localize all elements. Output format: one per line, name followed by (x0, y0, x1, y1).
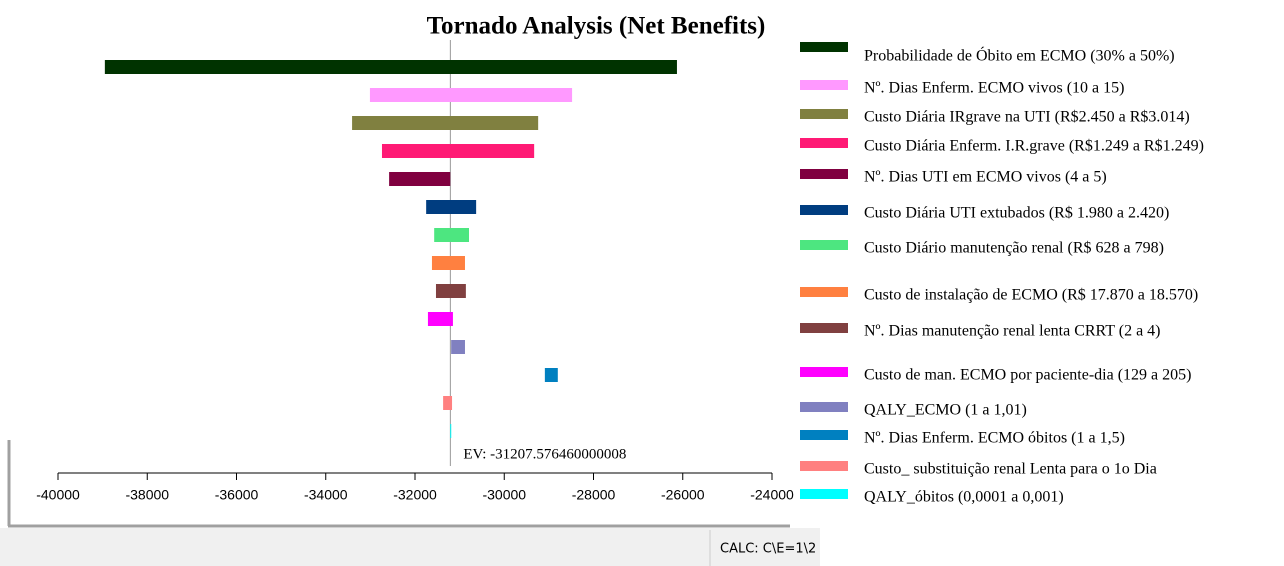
bar (450, 424, 452, 438)
legend-swatch (800, 205, 848, 215)
legend-label: Custo Diária IRgrave na UTI (R$2.450 a R… (864, 109, 1190, 126)
bar (431, 256, 465, 270)
legend-label: Custo Diária UTI extubados (R$ 1.980 a 2… (864, 205, 1169, 222)
x-tick-label: -30000 (482, 487, 526, 503)
bar (427, 312, 453, 326)
bar (426, 200, 477, 214)
bar (435, 284, 466, 298)
legend-swatch (800, 461, 848, 471)
bar (443, 396, 453, 410)
ev-label: EV: -31207.576460000008 (463, 446, 626, 462)
x-tick-label: -26000 (661, 487, 705, 503)
bar (352, 116, 539, 130)
legend-swatch (800, 240, 848, 250)
legend-label: Custo Diário manutenção renal (R$ 628 a … (864, 240, 1164, 257)
legend-swatch (800, 489, 848, 499)
legend-swatch (800, 138, 848, 148)
legend-swatch (800, 430, 848, 440)
legend-label: Custo Diária Enferm. I.R.grave (R$1.249 … (864, 138, 1204, 155)
legend-label: Nº. Dias UTI em ECMO vivos (4 a 5) (864, 169, 1107, 186)
legend-label: Probabilidade de Óbito em ECMO (30% a 50… (864, 46, 1175, 65)
legend-label: Nº. Dias Enferm. ECMO vivos (10 a 15) (864, 80, 1124, 97)
bar (104, 60, 677, 74)
legend-label: Custo de man. ECMO por paciente-dia (129… (864, 367, 1191, 384)
x-tick-label: -24000 (750, 487, 794, 503)
legend-swatch (800, 80, 848, 90)
legend-label: Custo de instalação de ECMO (R$ 17.870 a… (864, 287, 1198, 304)
bar (369, 88, 573, 102)
legend-label: QALY_ECMO (1 a 1,01) (864, 402, 1027, 419)
legend-swatch (800, 109, 848, 119)
legend-label: Nº. Dias manutenção renal lenta CRRT (2 … (864, 323, 1161, 340)
legend-swatch (800, 367, 848, 377)
chart-title: Tornado Analysis (Net Benefits) (427, 13, 766, 40)
x-tick-label: -32000 (393, 487, 437, 503)
bar (434, 228, 469, 242)
x-tick-label: -38000 (125, 487, 169, 503)
legend-label: Nº. Dias Enferm. ECMO óbitos (1 a 1,5) (864, 430, 1125, 447)
status-bar (0, 528, 820, 566)
legend-swatch (800, 402, 848, 412)
x-tick-label: -34000 (304, 487, 348, 503)
x-tick-label: -40000 (36, 487, 80, 503)
bar (544, 368, 558, 382)
x-tick-label: -28000 (572, 487, 616, 503)
legend-swatch (800, 287, 848, 297)
legend-swatch (800, 323, 848, 333)
x-tick-label: -36000 (215, 487, 259, 503)
bar (451, 340, 465, 354)
bar (381, 144, 535, 158)
legend-label: Custo_ substituição renal Lenta para o 1… (864, 461, 1157, 478)
status-text: CALC: C\E=1\2 (720, 542, 816, 557)
bar (389, 172, 451, 186)
legend-label: QALY_óbitos (0,0001 a 0,001) (864, 489, 1064, 506)
legend-swatch (800, 169, 848, 179)
legend-swatch (800, 42, 848, 52)
